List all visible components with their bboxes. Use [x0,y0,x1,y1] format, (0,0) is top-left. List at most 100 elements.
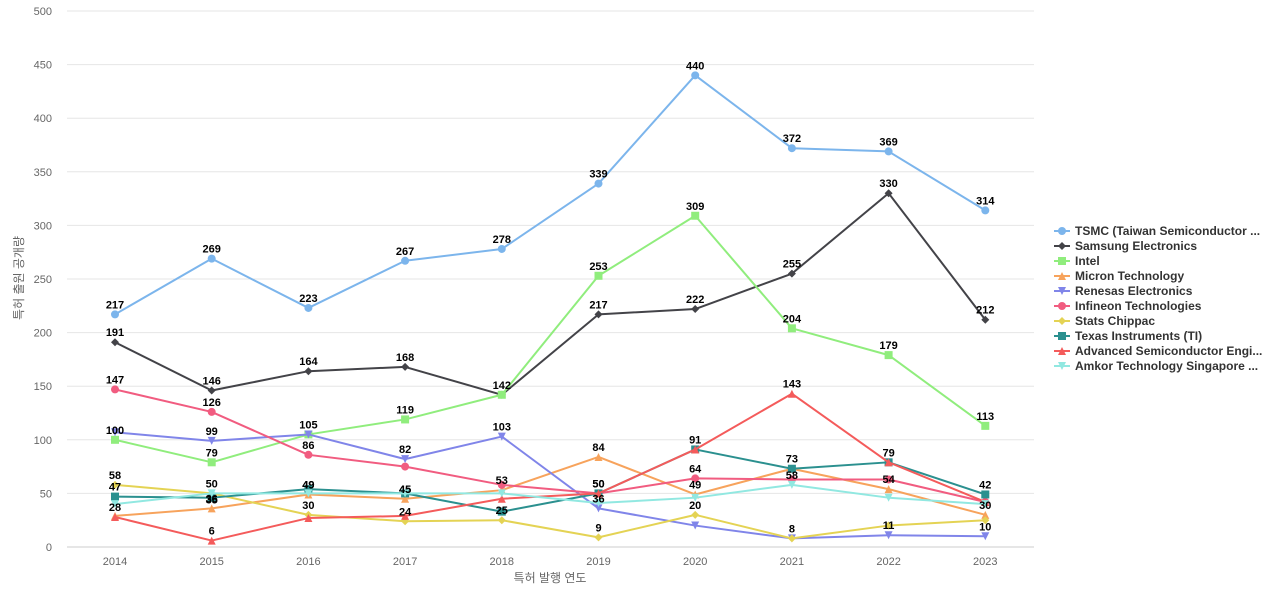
data-label: 20 [689,500,701,512]
data-label: 126 [203,397,221,409]
data-point [207,407,216,416]
data-point [884,521,893,530]
data-point [691,510,700,519]
legend-item: Advanced Semiconductor Engi... [1054,344,1262,358]
data-label: 100 [106,425,124,437]
x-axis-title: 특허 발행 연도 [514,570,587,585]
data-point [304,450,313,459]
data-point [594,504,603,513]
x-tick-label: 2023 [973,556,997,568]
data-label: 6 [209,526,215,538]
series [111,71,990,319]
data-label: 64 [689,463,702,475]
data-point [304,514,313,523]
data-point [981,500,990,509]
legend-item: Stats Chippac [1054,314,1155,328]
x-tick-label: 2019 [586,556,610,568]
data-point [594,452,603,461]
data-point [1058,242,1066,250]
data-label: 179 [879,340,897,352]
data-point [401,489,410,498]
data-point [594,499,603,508]
data-point [981,510,990,519]
data-point [1058,227,1066,235]
data-label: 113 [976,411,994,423]
series [111,452,990,520]
data-label: 212 [976,305,994,317]
data-point [111,492,119,501]
data-point [1058,332,1066,340]
series [111,480,990,509]
data-point [594,533,603,542]
series [111,189,990,399]
data-point [884,475,893,484]
data-label: 253 [589,261,607,273]
data-label: 146 [203,375,221,387]
legend-label: Texas Instruments (TI) [1075,329,1202,343]
data-label: 372 [783,133,801,145]
data-point [787,480,796,489]
legend-label: Amkor Technology Singapore ... [1075,359,1258,373]
data-point [594,489,603,498]
x-tick-label: 2016 [296,556,320,568]
series [111,445,990,516]
legend-item: Texas Instruments (TI) [1054,329,1202,343]
grid-layer [67,10,1034,548]
y-tick-label: 450 [34,60,52,72]
data-label: 103 [493,422,511,434]
data-label: 49 [302,479,314,491]
data-point [111,385,119,394]
data-point [981,490,990,499]
data-point [1058,347,1066,355]
legend-label: Samsung Electronics [1075,239,1197,253]
data-label: 217 [106,299,124,311]
data-label: 28 [109,502,121,514]
series [111,211,990,467]
data-label: 79 [882,447,894,459]
series [111,428,990,543]
data-label: 25 [496,505,508,517]
series-layer [111,71,990,545]
series-line [114,483,986,540]
data-label: 168 [396,352,414,364]
data-label: 314 [976,195,995,207]
data-point [401,511,410,520]
data-point [787,269,796,278]
data-point [594,179,603,188]
data-point [884,189,893,198]
x-tick-label: 2021 [780,556,804,568]
legend: TSMC (Taiwan Semiconductor ...Samsung El… [1054,224,1262,373]
data-label: 36 [206,493,218,505]
data-point [401,462,410,471]
legend-item: TSMC (Taiwan Semiconductor ... [1054,224,1260,238]
data-point [207,493,216,502]
data-point [691,521,700,530]
data-point [207,436,216,445]
legend-label: TSMC (Taiwan Semiconductor ... [1075,224,1260,238]
data-label: 36 [592,493,604,505]
data-label: 217 [589,299,607,311]
data-label: 223 [299,293,317,305]
y-tick-label: 50 [40,488,52,500]
x-tick-label: 2018 [490,556,514,568]
data-point [497,390,506,399]
data-label: 147 [106,374,124,386]
series-line [114,483,986,506]
data-point [497,489,506,498]
data-label: 143 [783,379,801,391]
data-point [787,389,796,398]
y-tick-label: 300 [34,220,52,232]
data-point [594,271,603,280]
data-point [884,485,893,494]
data-point [111,428,119,437]
data-point [207,489,216,498]
series-line [114,448,986,513]
data-label: 49 [302,479,314,491]
data-point [111,512,119,521]
legend-label: Renesas Electronics [1075,284,1193,298]
data-label: 79 [206,447,218,459]
data-point [787,464,796,473]
legend-label: Micron Technology [1075,269,1184,283]
data-point [884,493,893,502]
data-label: 278 [493,234,511,246]
